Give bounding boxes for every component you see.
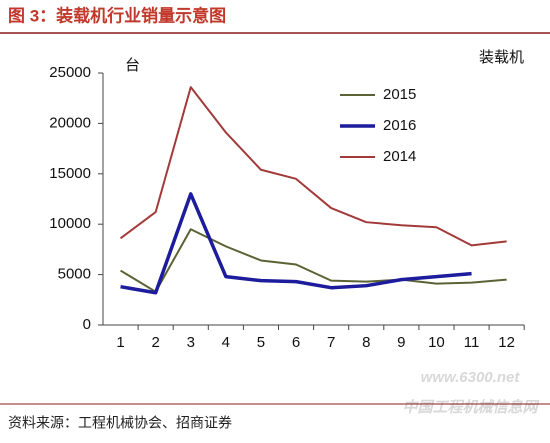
x-tick-label: 11 [464, 334, 480, 351]
x-tick-label: 5 [257, 334, 265, 351]
x-tick-label: 10 [428, 334, 445, 351]
watermark: 中国工程机械信息网 [402, 398, 540, 416]
series-label: 装载机 [479, 49, 524, 66]
legend-label: 2016 [383, 117, 416, 134]
x-tick-label: 8 [362, 334, 370, 351]
watermark: www.6300.net [421, 369, 521, 386]
series-line [120, 228, 507, 293]
y-tick-label: 10000 [49, 215, 91, 232]
y-tick-label: 25000 [49, 64, 91, 81]
y-tick-label: 5000 [58, 266, 91, 283]
x-tick-label: 6 [292, 334, 300, 351]
y-tick-label: 15000 [49, 165, 91, 182]
chart-title: 图 3：装载机行业销量示意图 [8, 5, 226, 25]
source: 资料来源：工程机械协会、招商证券 [8, 415, 232, 431]
legend-label: 2014 [383, 148, 416, 165]
series-line [120, 192, 472, 295]
y-tick-label: 20000 [49, 114, 91, 131]
x-tick-label: 12 [498, 334, 515, 351]
series-line [119, 86, 507, 247]
x-tick-label: 4 [222, 334, 230, 351]
x-tick-label: 7 [327, 334, 335, 351]
x-tick-label: 3 [187, 334, 195, 351]
x-tick-label: 9 [397, 334, 405, 351]
x-tick-label: 1 [116, 334, 124, 351]
y-tick-label: 0 [83, 316, 91, 333]
unit-label: 台 [125, 57, 140, 74]
legend-label: 2015 [383, 86, 416, 103]
x-tick-label: 2 [151, 334, 159, 351]
